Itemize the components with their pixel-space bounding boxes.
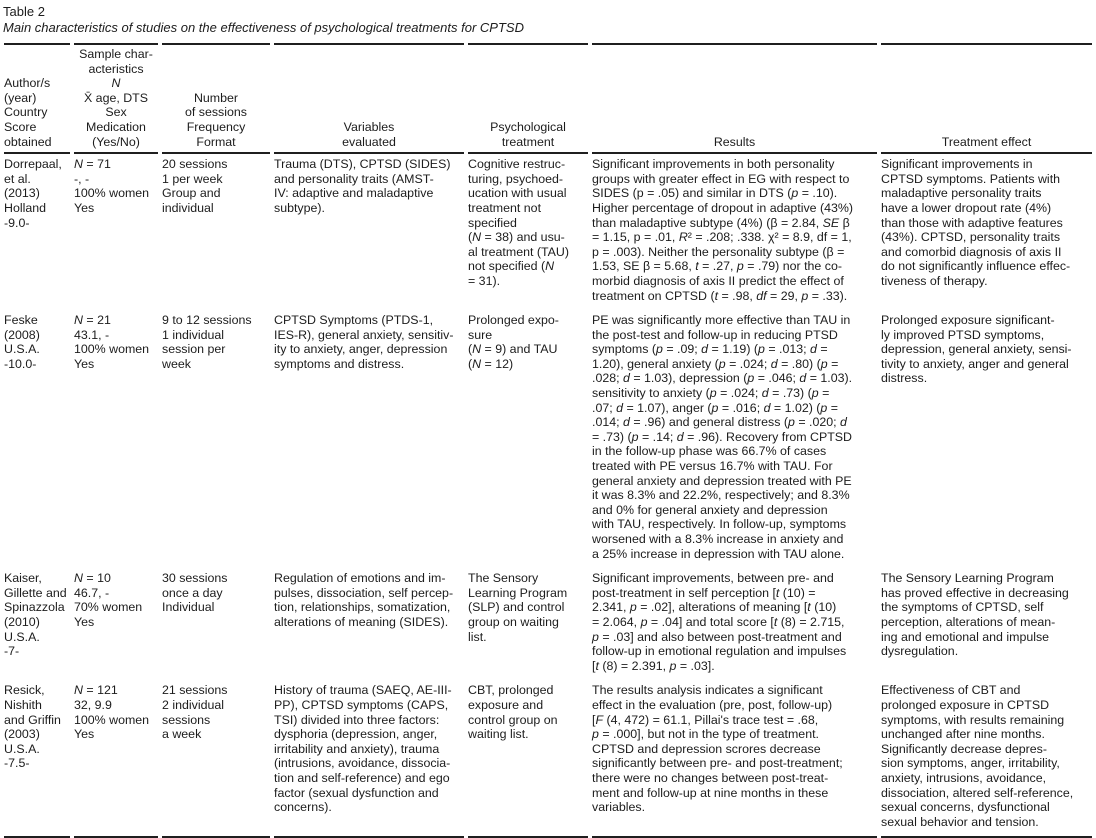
cell-effect: Prolonged exposure significant- ly impro… xyxy=(881,313,1072,386)
cell-sample: N = 71 -, - 100% women Yes xyxy=(74,157,150,215)
cell-treatment: Prolonged expo- sure (N = 9) and TAU (N … xyxy=(468,313,559,371)
cell-sessions: 21 sessions 2 individual sessions a week xyxy=(162,680,270,838)
cell-author: Dorrepaal, et al. (2013) Holland -9.0- xyxy=(4,157,62,230)
cell-effect: The Sensory Learning Program has proved … xyxy=(881,571,1069,659)
cell-variables: Trauma (DTS), CPTSD (SIDES) and personal… xyxy=(274,157,451,215)
column-header-sessions: Number of sessions Frequency Format xyxy=(162,43,270,155)
cell-effect: Significant improvements in CPTSD sympto… xyxy=(881,157,1071,288)
cell-variables: Regulation of emotions and im- pulses, d… xyxy=(274,571,454,629)
column-header-results: Results xyxy=(592,43,877,155)
column-header-variables: Variables evaluated xyxy=(274,43,464,155)
cell-effect: Effectiveness of CBT and prolonged expos… xyxy=(881,680,1092,838)
cell-results: Significant improvements, between pre- a… xyxy=(592,571,847,673)
cell-treatment: CBT, prolonged exposure and control grou… xyxy=(468,680,588,838)
column-header-effect: Treatment effect xyxy=(881,43,1092,155)
column-header-author: Author/s (year) Country Score obtained xyxy=(4,43,70,155)
cell-sample: N = 21 43.1, - 100% women Yes xyxy=(74,313,150,371)
table-row: Dorrepaal, et al. (2013) Holland -9.0- N… xyxy=(4,154,1092,310)
cell-author: Resick, Nishith and Griffin (2003) U.S.A… xyxy=(4,680,70,838)
cell-variables: History of trauma (SAEQ, AE-III- PP), CP… xyxy=(274,680,464,838)
column-header-treatment: Psychological treatment xyxy=(468,43,588,155)
table-number: Table 2 xyxy=(3,4,45,19)
cell-treatment: Cognitive restruc- turing, psychoed- uca… xyxy=(468,157,569,288)
cell-results: PE was significantly more effective than… xyxy=(592,313,853,561)
cell-results: The results analysis indicates a signifi… xyxy=(592,680,877,838)
cell-author: Kaiser, Gillette and Spinazzola (2010) U… xyxy=(4,571,67,659)
table-row: Feske (2008) U.S.A. -10.0- N = 21 43.1, … xyxy=(4,310,1092,568)
cell-sample: N = 10 46.7, - 70% women Yes xyxy=(74,571,143,629)
table-row: Resick, Nishith and Griffin (2003) U.S.A… xyxy=(4,680,1092,838)
cell-author: Feske (2008) U.S.A. -10.0- xyxy=(4,313,40,371)
cell-sessions: 30 sessions once a day Individual xyxy=(162,571,228,615)
cell-sessions: 20 sessions 1 per week Group and individ… xyxy=(162,157,228,215)
header-row: Author/s (year) Country Score obtained S… xyxy=(4,43,1092,155)
column-header-sample: Sample char- acteristics N X̄ age, DTS S… xyxy=(74,43,158,155)
cell-sample: N = 121 32, 9.9 100% women Yes xyxy=(74,680,158,838)
cell-sessions: 9 to 12 sessions 1 individual session pe… xyxy=(162,313,252,371)
cell-treatment: The Sensory Learning Program (SLP) and c… xyxy=(468,571,568,644)
table-row: Kaiser, Gillette and Spinazzola (2010) U… xyxy=(4,568,1092,680)
table-subtitle: Main characteristics of studies on the e… xyxy=(3,19,524,35)
cell-results: Significant improvements in both persona… xyxy=(592,157,854,303)
table-caption: Table 2 Main characteristics of studies … xyxy=(0,0,1096,43)
cell-variables: CPTSD Symptoms (PTDS-1, IES-R), general … xyxy=(274,313,454,371)
studies-table: Author/s (year) Country Score obtained S… xyxy=(0,43,1096,838)
